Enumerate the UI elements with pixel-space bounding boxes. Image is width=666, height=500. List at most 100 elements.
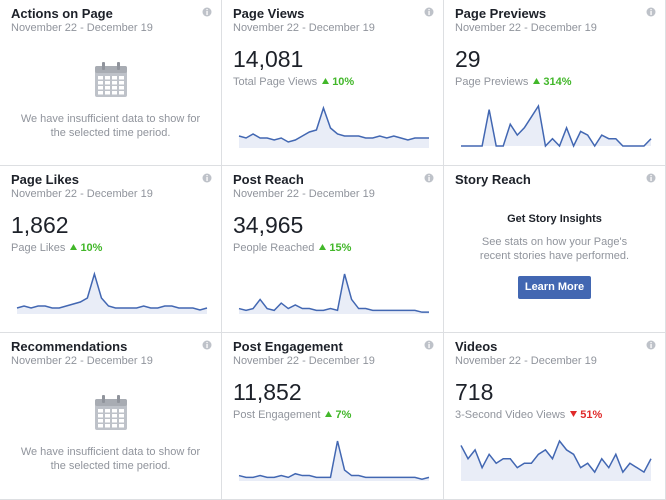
- trend-triangle: [533, 78, 541, 84]
- metric-label: Post Engagement: [233, 409, 321, 421]
- trend-arrow: [70, 244, 78, 250]
- info-mark: [428, 344, 430, 348]
- calendar-cell: [119, 91, 124, 95]
- metric-label-row: 3-Second Video Views 51%: [455, 409, 602, 421]
- info-icon: [646, 173, 656, 183]
- info-dot: [206, 175, 208, 177]
- info-icon: [202, 340, 212, 350]
- calendar-ring: [117, 395, 120, 403]
- calendar-cell: [98, 76, 103, 80]
- metric-label-row: Page Previews 314%: [455, 76, 572, 88]
- calendar-cell: [119, 419, 124, 423]
- calendar-cell: [105, 76, 110, 80]
- card: Actions on Page November 22 - December 19…: [0, 0, 222, 166]
- metric-label-row: Post Engagement 7%: [233, 409, 351, 421]
- calendar-cell: [119, 414, 124, 418]
- calendar-header: [95, 66, 127, 73]
- info-dot: [428, 342, 430, 344]
- calendar-ring: [117, 62, 120, 70]
- sparkline: [460, 439, 652, 481]
- info-dot: [428, 175, 430, 177]
- sparkline-line: [238, 440, 430, 480]
- learn-more-button[interactable]: Learn More: [518, 276, 591, 299]
- metric-value: 1,862: [11, 212, 69, 238]
- trend-arrow: [325, 411, 333, 417]
- calendar-cell: [119, 409, 124, 413]
- change-percent: 51%: [580, 409, 603, 421]
- info-dot: [650, 175, 652, 177]
- sparkline-area: [239, 108, 429, 148]
- trend-arrow: [570, 411, 578, 417]
- empty-message: We have insufficient data to show for th…: [20, 113, 201, 139]
- metric-label-row: People Reached 15%: [233, 242, 351, 254]
- card-title: Page Views: [233, 6, 305, 21]
- calendar-cell: [105, 424, 110, 428]
- calendar-cell: [112, 409, 117, 413]
- trend-arrow: [322, 78, 330, 84]
- calendar-header: [95, 399, 127, 406]
- info-dot: [428, 9, 430, 11]
- trend-triangle: [70, 244, 78, 250]
- card-title: Actions on Page: [11, 6, 113, 21]
- info-mark: [650, 11, 652, 15]
- promo-heading: Get Story Insights: [507, 213, 602, 225]
- info-icon: [424, 340, 434, 350]
- info-mark: [428, 11, 430, 15]
- calendar-cell: [119, 81, 124, 85]
- date-range: November 22 - December 19: [233, 355, 375, 367]
- info-dot: [206, 342, 208, 344]
- sparkline-line: [238, 105, 429, 143]
- calendar-cell: [105, 409, 110, 413]
- card: Recommendations November 22 - December 19…: [0, 333, 222, 500]
- calendar-cell: [105, 419, 110, 423]
- sparkline: [238, 273, 429, 314]
- sparkline: [16, 271, 208, 314]
- calendar-cell: [98, 81, 103, 85]
- date-range: November 22 - December 19: [233, 22, 375, 34]
- sparkline: [238, 105, 429, 148]
- metric-label: People Reached: [233, 242, 315, 254]
- sparkline-line: [460, 439, 652, 474]
- metric-label: Page Likes: [11, 242, 66, 254]
- trend-arrow: [533, 78, 541, 84]
- calendar-cell: [119, 424, 124, 428]
- info-icon: [646, 340, 656, 350]
- card-title: Page Previews: [455, 6, 547, 21]
- sparkline-line: [461, 103, 652, 148]
- calendar-cell: [112, 419, 117, 423]
- calendar-ring: [102, 395, 105, 403]
- info-icon: [646, 7, 656, 17]
- info-icon: [202, 7, 212, 17]
- change-percent: 10%: [332, 76, 355, 88]
- card: Page Views November 22 - December 19 14,08…: [222, 0, 444, 166]
- sparkline-area: [239, 274, 429, 314]
- card: Page Likes November 22 - December 19 1,862…: [0, 166, 222, 333]
- info-mark: [650, 177, 652, 181]
- card-title: Post Engagement: [233, 339, 343, 354]
- info-dot: [650, 342, 652, 344]
- info-mark: [206, 11, 208, 15]
- info-mark: [206, 177, 208, 181]
- change-percent: 15%: [329, 242, 352, 254]
- date-range: November 22 - December 19: [11, 22, 153, 34]
- calendar-cell: [112, 76, 117, 80]
- calendar-cell: [98, 409, 103, 413]
- sparkline-area: [17, 274, 207, 314]
- card: Videos November 22 - December 19 718 3-Seco…: [444, 333, 666, 500]
- trend-triangle: [319, 244, 327, 250]
- metric-label: Total Page Views: [233, 76, 318, 88]
- metric-value: 14,081: [233, 46, 304, 72]
- empty-message: We have insufficient data to show for th…: [20, 446, 201, 472]
- info-icon: [424, 7, 434, 17]
- metric-value: 11,852: [233, 379, 302, 405]
- calendar-cell: [98, 424, 103, 428]
- card-title: Story Reach: [455, 172, 531, 187]
- calendar-cell: [112, 81, 117, 85]
- promo-text: See stats on how your Page's recent stor…: [479, 236, 630, 262]
- sparkline-line: [238, 273, 429, 313]
- calendar-cell: [119, 86, 124, 90]
- metric-label-row: Total Page Views 10%: [233, 76, 354, 88]
- calendar-cell: [98, 414, 103, 418]
- sparkline-line: [16, 271, 208, 311]
